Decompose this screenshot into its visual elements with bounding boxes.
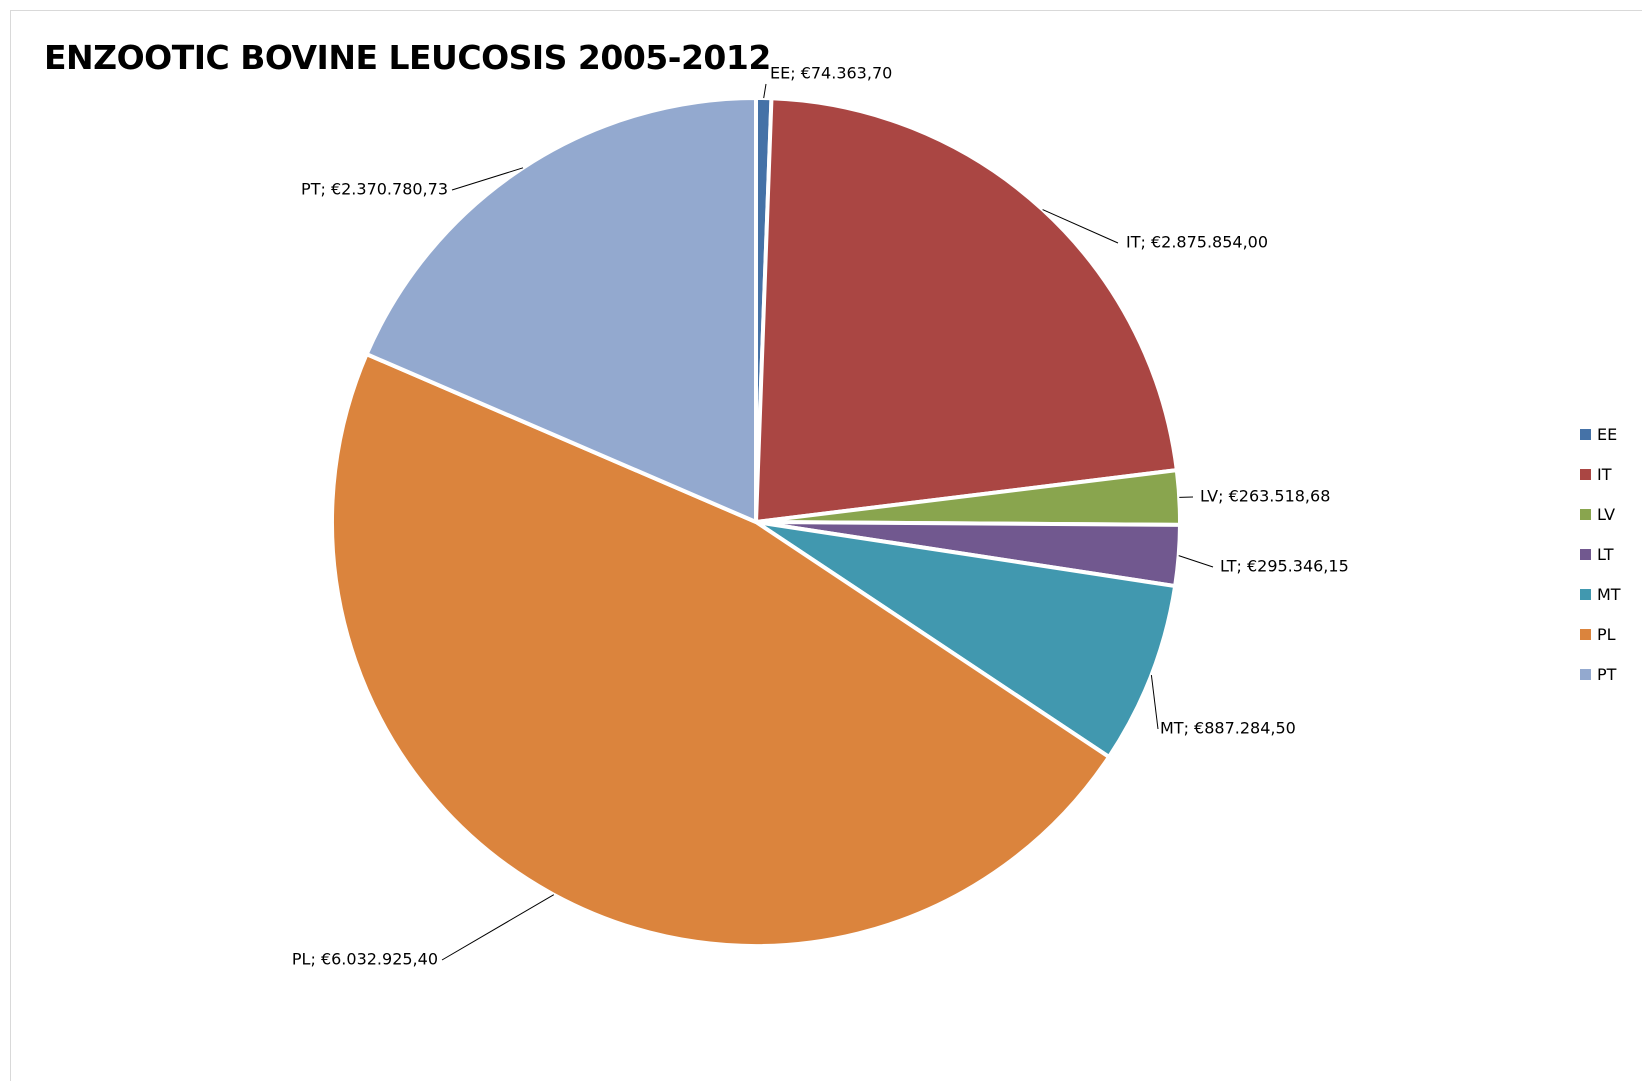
pie-slices — [329, 95, 1182, 948]
legend: EE IT LV LT MT PL PT — [1580, 414, 1621, 694]
data-label-lt: LT; €295.346,15 — [1220, 557, 1349, 576]
legend-item-mt: MT — [1580, 574, 1621, 614]
legend-swatch-lv — [1580, 508, 1591, 520]
leader-line-pl — [441, 894, 555, 961]
legend-label: PT — [1597, 664, 1617, 684]
pie-slice-pt — [364, 96, 758, 524]
leader-lines — [441, 83, 1214, 961]
chart-title: ENZOOTIC BOVINE LEUCOSIS 2005-2012 — [44, 38, 771, 77]
leader-line-lt — [1178, 555, 1214, 568]
legend-swatch-pl — [1580, 628, 1591, 640]
legend-item-ee: EE — [1580, 414, 1621, 454]
leader-line-mt — [1150, 675, 1159, 730]
data-label-pl: PL; €6.032.925,40 — [292, 950, 438, 969]
data-label-ee: EE; €74.363,70 — [770, 64, 892, 83]
data-label-lv: LV; €263.518,68 — [1200, 487, 1330, 506]
leader-line-pt — [451, 167, 524, 191]
data-label-pt: PT; €2.370.780,73 — [301, 180, 448, 199]
legend-item-it: IT — [1580, 454, 1621, 494]
legend-swatch-ee — [1580, 428, 1591, 440]
leader-line-ee — [763, 83, 767, 99]
legend-label: IT — [1597, 464, 1612, 484]
legend-item-lt: LT — [1580, 534, 1621, 574]
data-label-mt: MT; €887.284,50 — [1160, 719, 1296, 738]
data-labels: EE; €74.363,70 IT; €2.875.854,00 LV; €263.… — [292, 64, 1349, 969]
legend-label: MT — [1597, 584, 1621, 604]
legend-swatch-lt — [1580, 548, 1591, 560]
pie-slice-it — [754, 96, 1179, 524]
legend-label: LT — [1597, 544, 1614, 564]
legend-item-pl: PL — [1580, 614, 1621, 654]
legend-label: LV — [1597, 504, 1616, 524]
legend-label: EE — [1597, 424, 1618, 444]
legend-item-lv: LV — [1580, 494, 1621, 534]
data-label-it: IT; €2.875.854,00 — [1126, 233, 1268, 252]
legend-label: PL — [1597, 624, 1616, 644]
legend-swatch-mt — [1580, 588, 1591, 600]
legend-swatch-pt — [1580, 668, 1591, 680]
legend-item-pt: PT — [1580, 654, 1621, 694]
legend-swatch-it — [1580, 468, 1591, 480]
leader-line-it — [1042, 209, 1119, 244]
pie-slice-mt — [754, 520, 1178, 759]
